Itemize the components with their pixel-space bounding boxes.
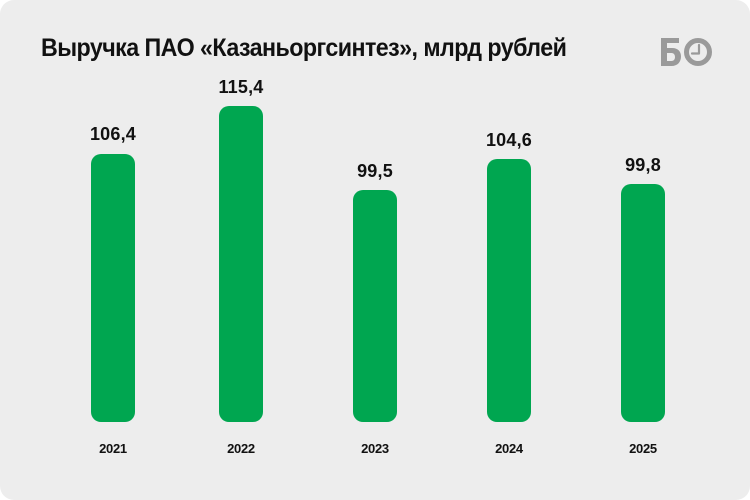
bar-group-2021: 106,4 2021 — [63, 0, 163, 500]
bar — [621, 184, 665, 422]
year-label: 2022 — [227, 441, 255, 456]
year-label: 2025 — [629, 441, 657, 456]
bar — [487, 159, 531, 422]
bar — [353, 190, 397, 422]
bar-group-2025: 99,8 2025 — [593, 0, 693, 500]
bar-group-2022: 115,4 2022 — [191, 0, 291, 500]
year-label: 2024 — [495, 441, 523, 456]
year-label: 2021 — [99, 441, 127, 456]
value-label: 104,6 — [485, 130, 533, 150]
bo-logo — [659, 36, 713, 68]
bar — [91, 154, 135, 422]
chart-title: Выручка ПАО «Казаньоргсинтез», млрд рубл… — [41, 34, 567, 62]
year-label: 2023 — [361, 441, 389, 456]
bar — [219, 106, 263, 422]
bar-group-2024: 104,6 2024 — [459, 0, 559, 500]
bar-group-2023: 99,5 2023 — [325, 0, 425, 500]
bo-logo-icon — [661, 38, 712, 66]
value-label: 106,4 — [89, 124, 137, 144]
value-label: 99,5 — [357, 161, 393, 181]
value-label: 115,4 — [218, 77, 264, 97]
clock-icon — [690, 43, 701, 55]
value-label: 99,8 — [625, 155, 661, 175]
